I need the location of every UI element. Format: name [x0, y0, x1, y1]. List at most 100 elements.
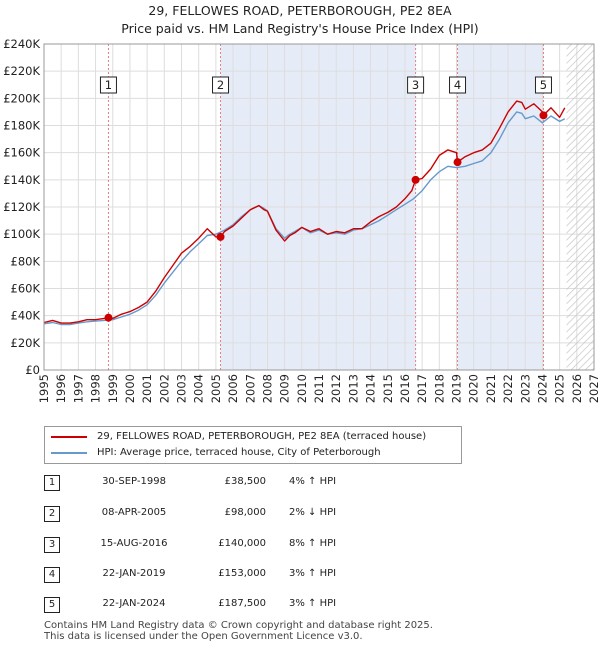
x-tick-label: 2011 — [312, 374, 326, 403]
sale-point — [539, 111, 548, 120]
chart: 1 2 3 4 5 £0 £20K £40K £60K £80K £100K £120K £140K £… — [3, 37, 600, 403]
sale-point — [411, 175, 420, 184]
chart-title: 29, FELLOWES ROAD, PETERBOROUGH, PE2 8EA… — [0, 2, 600, 38]
sale-label-box — [534, 76, 552, 94]
sale-label-box — [99, 76, 117, 94]
x-tick-label: 2023 — [518, 374, 532, 403]
sale-price: £140,000 — [218, 538, 266, 549]
sale-date: 22-JAN-2019 — [102, 568, 166, 579]
footer: Contains HM Land Registry data © Crown c… — [44, 620, 433, 642]
x-tick-label: 2020 — [467, 374, 481, 403]
table-row: 3 15-AUG-2016 £140,000 8% ↑ HPI — [44, 535, 424, 555]
x-tick-label: 2015 — [381, 374, 395, 403]
sale-label-number: 3 — [412, 78, 419, 92]
y-tick-label: £40K — [11, 309, 41, 323]
y-tick-label: £80K — [11, 254, 41, 268]
plot-frame — [43, 43, 595, 371]
sale-hpi-diff: 2% ↓ HPI — [289, 507, 337, 518]
price-paid-line — [43, 100, 566, 324]
x-tick-label: 2024 — [535, 374, 549, 403]
x-tick-label: 2018 — [432, 374, 446, 403]
x-tick-label: 2003 — [175, 374, 189, 403]
x-tick-label: 2001 — [140, 374, 154, 403]
sale-price: £38,500 — [224, 476, 266, 487]
sale-price: £153,000 — [218, 568, 266, 579]
sale-date: 08-APR-2005 — [101, 507, 167, 518]
sale-number-badge: 5 — [44, 597, 60, 613]
y-tick-label: £140K — [3, 173, 40, 187]
footer-copyright: Contains HM Land Registry data © Crown c… — [44, 620, 433, 631]
x-tick-label: 2027 — [587, 374, 600, 403]
footer-licence: This data is licensed under the Open Gov… — [44, 631, 363, 642]
sale-label-box — [449, 76, 467, 94]
x-tick-label: 2019 — [450, 374, 464, 403]
x-tick-label: 1998 — [89, 374, 103, 403]
legend: 29, FELLOWES ROAD, PETERBOROUGH, PE2 8EA… — [44, 426, 462, 464]
sale-label-number: 5 — [540, 78, 547, 92]
x-tick-label: 2005 — [209, 374, 223, 403]
y-tick-label: £120K — [3, 200, 40, 214]
sale-date: 15-AUG-2016 — [100, 538, 168, 549]
x-tick-label: 2007 — [243, 374, 257, 403]
future-hatch — [566, 44, 594, 370]
title-line-1: 29, FELLOWES ROAD, PETERBOROUGH, PE2 8EA — [148, 3, 452, 18]
x-tick-label: 2014 — [364, 374, 378, 403]
sale-hpi-diff: 8% ↑ HPI — [289, 538, 337, 549]
legend-swatch-price — [51, 436, 87, 438]
sale-price: £98,000 — [224, 507, 266, 518]
sale-number-badge: 3 — [44, 537, 60, 553]
x-tick-label: 2013 — [346, 374, 360, 403]
sale-label-number: 1 — [105, 78, 112, 92]
x-tick-label: 1996 — [54, 374, 68, 403]
sale-hpi-diff: 3% ↑ HPI — [289, 568, 337, 579]
table-row: 5 22-JAN-2024 £187,500 3% ↑ HPI — [44, 595, 424, 615]
y-tick-label: £60K — [11, 282, 41, 296]
x-tick-label: 2022 — [501, 374, 515, 403]
x-tick-label: 2000 — [123, 374, 137, 403]
sale-number-badge: 1 — [44, 475, 60, 491]
sale-label-box — [212, 76, 230, 94]
legend-label-hpi: HPI: Average price, terraced house, City… — [97, 447, 381, 458]
sale-hpi-diff: 3% ↑ HPI — [289, 598, 337, 609]
y-tick-label: £200K — [3, 91, 40, 105]
y-tick-label: £180K — [3, 119, 40, 133]
table-row: 1 30-SEP-1998 £38,500 4% ↑ HPI — [44, 473, 424, 493]
table-row: 2 08-APR-2005 £98,000 2% ↓ HPI — [44, 504, 424, 524]
y-tick-label: £160K — [3, 146, 40, 160]
x-tick-label: 2008 — [260, 374, 274, 403]
y-tick-label: £20K — [11, 336, 41, 350]
sale-number-badge: 2 — [44, 506, 60, 522]
sale-point — [104, 313, 113, 322]
sale-date: 22-JAN-2024 — [102, 598, 166, 609]
x-tick-label: 2012 — [329, 374, 343, 403]
legend-label-price: 29, FELLOWES ROAD, PETERBOROUGH, PE2 8EA… — [97, 431, 427, 442]
x-tick-label: 2004 — [192, 374, 206, 403]
x-tick-label: 2025 — [553, 374, 567, 403]
table-row: 4 22-JAN-2019 £153,000 3% ↑ HPI — [44, 565, 424, 585]
x-tick-label: 2017 — [415, 374, 429, 403]
x-tick-label: 2009 — [278, 374, 292, 403]
x-tick-label: 2021 — [484, 374, 498, 403]
x-tick-label: 1999 — [106, 374, 120, 403]
sale-point — [216, 232, 225, 241]
x-tick-label: 2002 — [157, 374, 171, 403]
x-tick-label: 1997 — [71, 374, 85, 403]
y-tick-label: £100K — [3, 227, 40, 241]
sale-price: £187,500 — [218, 598, 266, 609]
y-tick-label: £0 — [25, 363, 40, 377]
title-line-2: Price paid vs. HM Land Registry's House … — [121, 21, 479, 36]
x-tick-label: 2006 — [226, 374, 240, 403]
y-tick-label: £240K — [3, 37, 40, 51]
x-tick-label: 2010 — [295, 374, 309, 403]
sale-label-number: 2 — [217, 78, 224, 92]
legend-swatch-hpi — [51, 452, 87, 454]
x-tick-label: 2026 — [570, 374, 584, 403]
x-tick-label: 2016 — [398, 374, 412, 403]
sale-date: 30-SEP-1998 — [102, 476, 166, 487]
y-tick-label: £220K — [3, 64, 40, 78]
sale-label-box — [407, 76, 425, 94]
x-tick-label: 1995 — [37, 374, 51, 403]
sale-point — [453, 158, 462, 167]
sale-hpi-diff: 4% ↑ HPI — [289, 476, 337, 487]
sale-number-badge: 4 — [44, 567, 60, 583]
